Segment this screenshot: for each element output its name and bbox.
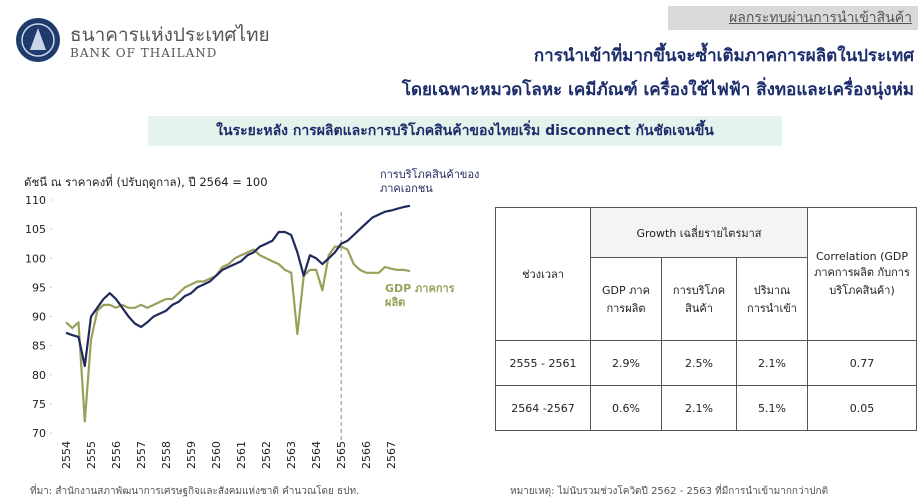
x-tick-label: 2562 [260,441,273,469]
x-tick-label: 2561 [235,441,248,469]
series-line [65,204,411,368]
cell: 2.9% [590,340,662,386]
cell: 2564 -2567 [495,385,591,431]
title: การนำเข้าที่มากขึ้นจะซ้ำเติมภาคการผลิตใน… [533,46,914,66]
logo [16,18,60,62]
cell: 0.6% [590,385,662,431]
y-tick-label: 100 [25,252,46,265]
y-tick-label: 70 [32,427,46,440]
x-tick-label: 2555 [85,441,98,469]
series-label: GDP ภาคการผลิต [385,282,455,309]
x-tick-label: 2563 [285,441,298,469]
x-tick-label: 2557 [135,441,148,469]
cell: 5.1% [736,385,808,431]
header-cell: ปริมาณการนำเข้า [736,257,808,341]
y-tick-label: 95 [32,281,46,294]
x-tick-label: 2556 [110,441,123,469]
org-name-en: BANK OF THAILAND [70,46,218,60]
header-cell: Correlation (GDP ภาคการผลิต กับการบริโภค… [807,207,917,341]
section-tag: ผลกระทบผ่านการนำเข้าสินค้า [668,6,918,30]
chart: 70 75 80 85 90 95 100 105 110 2554 2555 2556 2557 255… [25,194,411,469]
header-cell: Growth เฉลี่ยรายไตรมาส [590,207,808,258]
x-tick-label: 2559 [185,441,198,469]
x-tick-label: 2554 [60,441,73,469]
x-tick-label: 2566 [360,441,373,469]
header-cell: การบริโภคสินค้า [661,257,737,341]
x-tick-label: 2564 [310,441,323,469]
y-tick-label: 80 [32,369,46,382]
footnote: หมายเหตุ: ไม่นับรวมช่วงโควิดปี 2562 - 25… [510,486,829,497]
y-tick-label: 85 [32,340,46,353]
header-cell: GDP ภาคการผลิต [590,257,662,341]
y-tick-label: 110 [25,194,46,207]
table: ช่วงเวลา Growth เฉลี่ยรายไตรมาส Correlat… [495,207,917,431]
cell: 0.05 [807,385,917,431]
banner: ในระยะหลัง การผลิตและการบริโภคสินค้าของไ… [148,116,782,146]
x-tick-label: 2560 [210,441,223,469]
series-line [65,245,411,423]
y-tick-label: 75 [32,398,46,411]
cell: 2555 - 2561 [495,340,591,386]
x-tick-label: 2558 [160,441,173,469]
org-name-th: ธนาคารแห่งประเทศไทย [70,24,270,46]
series-label: การบริโภคสินค้าของภาคเอกชน [380,168,480,195]
y-tick-label: 105 [25,223,46,236]
y-tick-label: 90 [32,311,46,324]
x-tick-label: 2567 [385,441,398,469]
cell: 2.5% [661,340,737,386]
chart-subtitle: ดัชนี ณ ราคาคงที่ (ปรับฤดูกาล), ปี 2564 … [24,175,268,189]
x-tick-label: 2565 [335,441,348,469]
cell: 2.1% [661,385,737,431]
cell: 0.77 [807,340,917,386]
header-cell: ช่วงเวลา [495,207,591,341]
cell: 2.1% [736,340,808,386]
title: โดยเฉพาะหมวดโลหะ เคมีภัณฑ์ เครื่องใช้ไฟฟ… [401,80,914,100]
source-note: ที่มา: สำนักงานสภาพัฒนาการเศรษฐกิจและสัง… [30,486,360,497]
